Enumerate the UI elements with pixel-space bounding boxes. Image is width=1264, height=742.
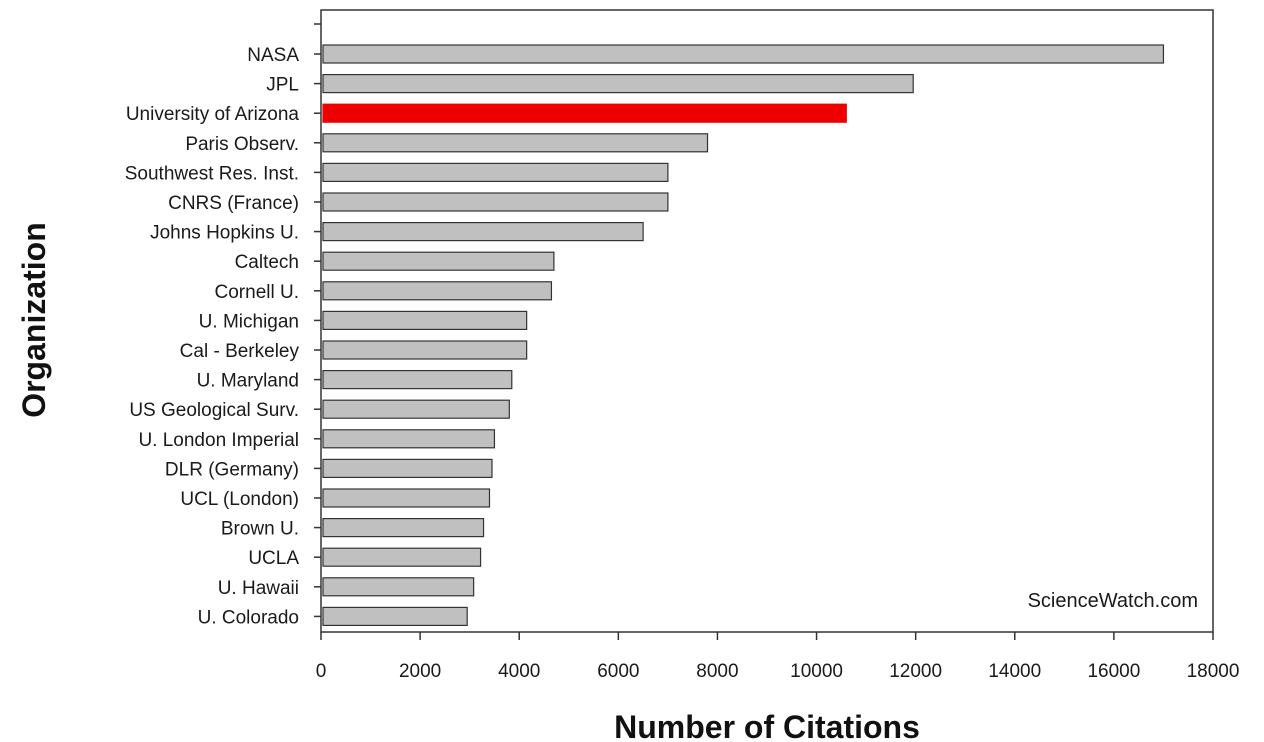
bar-university-of-arizona (322, 103, 847, 123)
y-tick-label: JPL (266, 75, 299, 96)
bar-u-colorado (322, 606, 468, 627)
y-tick-label: Johns Hopkins U. (150, 223, 299, 244)
bar-southwest-res-inst (322, 162, 669, 182)
y-tick-label: Southwest Res. Inst. (125, 163, 299, 184)
plot-area-frame (320, 9, 1214, 633)
y-tick-label: U. Maryland (197, 371, 299, 392)
y-tick-label: University of Arizona (126, 104, 300, 125)
bar-us-geological-surv (322, 399, 510, 419)
x-tick-label: 4000 (498, 661, 540, 682)
bar-johns-hopkins-u (322, 222, 644, 242)
bars (322, 44, 1165, 627)
bar-ucla (322, 547, 482, 567)
y-tick-label: Caltech (235, 252, 299, 273)
bar-u-michigan (322, 310, 528, 330)
y-tick-label: UCL (London) (180, 489, 299, 510)
x-tick-label: 14000 (988, 661, 1041, 682)
y-tick-label: U. Colorado (198, 607, 299, 628)
bar-brown-u (322, 517, 485, 538)
bar-ucl-london (322, 488, 491, 508)
bar-jpl (322, 73, 914, 94)
bar-paris-observ (322, 133, 709, 153)
y-tick-label: Brown U. (221, 519, 299, 540)
bar-nasa (322, 44, 1165, 64)
bar-u-hawaii (322, 577, 475, 597)
annotation-sciencewatch: ScienceWatch.com (1028, 590, 1198, 612)
x-tick-label: 10000 (790, 661, 843, 682)
bar-cal-berkeley (322, 340, 528, 360)
y-tick-label: U. Hawaii (218, 578, 299, 599)
bar-cnrs-france (322, 192, 669, 212)
x-tick-label: 6000 (597, 661, 639, 682)
y-axis-title: Organization (16, 222, 52, 418)
bar-u-london-imperial (322, 429, 496, 449)
y-tick-label: UCLA (248, 548, 299, 569)
bar-dlr-germany (322, 458, 493, 478)
bar-u-maryland (322, 370, 513, 390)
x-tick-label: 2000 (399, 661, 441, 682)
x-tick-label: 0 (316, 661, 327, 682)
x-tick-label: 18000 (1187, 661, 1240, 682)
y-tick-label: US Geological Surv. (129, 400, 299, 421)
x-tick-label: 12000 (889, 661, 942, 682)
bar-cornell-u (322, 281, 553, 301)
y-tick-label: Cal - Berkeley (180, 341, 300, 362)
x-tick-label: 8000 (696, 661, 738, 682)
y-tick-label: Paris Observ. (185, 134, 299, 155)
y-tick-label: NASA (247, 45, 299, 66)
x-tick-label: 16000 (1087, 661, 1140, 682)
y-tick-label: U. London Imperial (138, 430, 299, 451)
y-tick-label: DLR (Germany) (165, 459, 299, 480)
y-axis-ticks: NASA JPL University of Arizona Paris Observ… (125, 23, 321, 628)
bar-caltech (322, 251, 555, 271)
y-tick-label: CNRS (France) (168, 193, 299, 214)
x-axis-title: Number of Citations (614, 709, 920, 742)
y-tick-label: U. Michigan (199, 311, 299, 332)
x-axis-ticks: 0 2000 4000 6000 8000 10000 12000 14000 16000 180… (316, 632, 1240, 682)
y-tick-label: Cornell U. (215, 282, 299, 303)
